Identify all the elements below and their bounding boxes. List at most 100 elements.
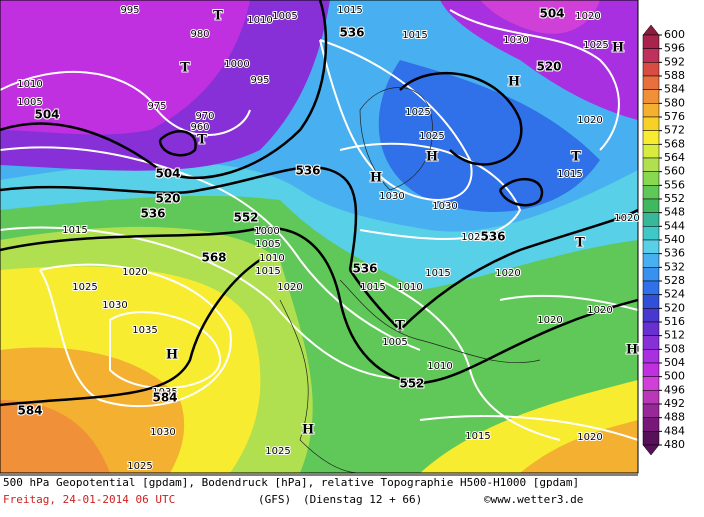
contour-label: 1015 xyxy=(557,169,582,180)
colorbar-cap xyxy=(642,24,660,36)
colorbar-cell xyxy=(642,362,660,377)
pressure-center: T xyxy=(575,236,585,251)
contour-label: 1035 xyxy=(132,325,157,336)
pressure-center: H xyxy=(370,171,382,186)
contour-label: 1020 xyxy=(122,267,147,278)
colorbar-label: 528 xyxy=(664,274,685,287)
contour-label: 536 xyxy=(295,164,320,178)
colorbar-label: 544 xyxy=(664,219,685,232)
contour-label: 1020 xyxy=(614,213,639,224)
contour-label: 995 xyxy=(120,5,139,16)
contour-label: 1015 xyxy=(425,268,450,279)
pressure-center: T xyxy=(197,133,207,148)
colorbar-cell xyxy=(642,335,660,350)
colorbar-cell xyxy=(642,390,660,405)
pressure-center: T xyxy=(213,9,223,24)
contour-label: 1020 xyxy=(495,268,520,279)
colorbar-cell xyxy=(642,48,660,63)
colorbar-cell xyxy=(642,103,660,118)
contour-label: 552 xyxy=(399,377,424,391)
colorbar-label: 600 xyxy=(664,28,685,41)
contour-label: 536 xyxy=(352,262,377,276)
contour-label: 1030 xyxy=(102,300,127,311)
colorbar-cell xyxy=(642,89,660,104)
contour-label: 1035 xyxy=(152,387,177,398)
contour-label: 504 xyxy=(155,167,180,181)
colorbar-label: 500 xyxy=(664,370,685,383)
colorbar-cell xyxy=(642,171,660,186)
contour-label: 1000 xyxy=(224,59,249,70)
contour-label: 960 xyxy=(190,122,209,133)
contour-label: 1030 xyxy=(432,201,457,212)
pressure-center: H xyxy=(302,423,314,438)
colorbar-label: 484 xyxy=(664,424,685,437)
pressure-center: T xyxy=(395,319,405,334)
contour-label: 970 xyxy=(195,111,214,122)
colorbar-label: 580 xyxy=(664,96,685,109)
contour-label: 1030 xyxy=(379,191,404,202)
pressure-center: T xyxy=(571,150,581,165)
colorbar-label: 504 xyxy=(664,356,685,369)
colorbar-label: 584 xyxy=(664,83,685,96)
colorbar-label: 548 xyxy=(664,206,685,219)
colorbar-label: 512 xyxy=(664,329,685,342)
contour-label: 552 xyxy=(233,211,258,225)
contour-label: 536 xyxy=(140,207,165,221)
colorbar-label: 540 xyxy=(664,233,685,246)
colorbar-cell xyxy=(642,75,660,90)
contour-label: 1025 xyxy=(127,461,152,472)
colorbar-cell xyxy=(642,185,660,200)
contour-label: 520 xyxy=(536,60,561,74)
colorbar-label: 588 xyxy=(664,69,685,82)
colorbar-label: 496 xyxy=(664,383,685,396)
colorbar-cell xyxy=(642,308,660,323)
contour-label: 995 xyxy=(250,75,269,86)
contour-label: 584 xyxy=(152,391,177,405)
contour-label: 1005 xyxy=(255,239,280,250)
colorbar-label: 592 xyxy=(664,55,685,68)
colorbar-label: 524 xyxy=(664,288,685,301)
footer-credit: ©www.wetter3.de xyxy=(484,493,583,506)
colorbar-cell xyxy=(642,321,660,336)
contour-label: 1010 xyxy=(247,15,272,26)
footer-model: (GFS) xyxy=(258,493,291,506)
contour-label: 1030 xyxy=(150,427,175,438)
contour-label: 584 xyxy=(17,404,42,418)
footer-date: Freitag, 24-01-2014 06 UTC xyxy=(3,493,175,506)
colorbar-label: 568 xyxy=(664,137,685,150)
colorbar-label: 488 xyxy=(664,411,685,424)
colorbar-label: 564 xyxy=(664,151,685,164)
colorbar-cell xyxy=(642,239,660,254)
colorbar-label: 576 xyxy=(664,110,685,123)
contour-label: 504 xyxy=(34,108,59,122)
isobars xyxy=(0,9,638,441)
colorbar-cell xyxy=(642,62,660,77)
colorbar-label: 552 xyxy=(664,192,685,205)
pressure-center: H xyxy=(626,343,638,358)
contour-label: 1010 xyxy=(397,282,422,293)
colorbar-cell xyxy=(642,116,660,131)
colorbar-cell xyxy=(642,130,660,145)
contour-label: 1005 xyxy=(272,11,297,22)
map-frame xyxy=(0,0,639,474)
contour-label: 1010 xyxy=(17,79,42,90)
footer-run: (Dienstag 12 + 66) xyxy=(303,493,422,506)
contour-label: 980 xyxy=(190,29,209,40)
colorbar-label: 492 xyxy=(664,397,685,410)
coastlines xyxy=(279,87,541,473)
colorbar-cell xyxy=(642,226,660,241)
colorbar-cell xyxy=(642,267,660,282)
colorbar-cell xyxy=(642,198,660,213)
contour-label: 536 xyxy=(339,26,364,40)
colorbar-cell xyxy=(642,253,660,268)
contour-label: 1015 xyxy=(465,431,490,442)
pressure-center: H xyxy=(612,41,624,56)
colorbar-label: 516 xyxy=(664,315,685,328)
pressure-center: H xyxy=(426,150,438,165)
contour-label: 568 xyxy=(201,251,226,265)
contour-label: 1015 xyxy=(360,282,385,293)
pressure-center: H xyxy=(508,75,520,90)
colorbar-cell xyxy=(642,349,660,364)
colorbar: 6005965925885845805765725685645605565525… xyxy=(642,24,685,456)
